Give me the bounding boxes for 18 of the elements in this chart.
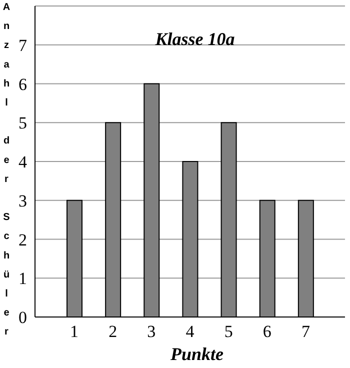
y-tick-label: 3 xyxy=(18,191,27,210)
y-tick-label: 0 xyxy=(18,308,27,328)
x-tick-label: 6 xyxy=(262,322,272,342)
y-tick-label: 4 xyxy=(18,152,28,172)
y-tick-label: 2 xyxy=(18,230,27,250)
y-tick-label: 5 xyxy=(18,114,27,133)
text: Klasse 10a xyxy=(154,29,235,49)
x-tick-label: 4 xyxy=(186,322,195,342)
y-tick-label: 1 xyxy=(18,269,27,288)
x-tick-label: 1 xyxy=(70,322,79,342)
x-tick-label: 7 xyxy=(301,322,310,342)
x-tick-label: 5 xyxy=(224,322,233,342)
x-axis-title: Punkte xyxy=(169,344,224,364)
x-tick-label: 2 xyxy=(108,322,118,342)
x-tick-label: 3 xyxy=(147,322,156,342)
y-tick-label: 6 xyxy=(18,74,27,94)
y-tick-label: 7 xyxy=(18,36,28,55)
y-axis-title: Anzahl der Schüler xyxy=(0,2,12,346)
